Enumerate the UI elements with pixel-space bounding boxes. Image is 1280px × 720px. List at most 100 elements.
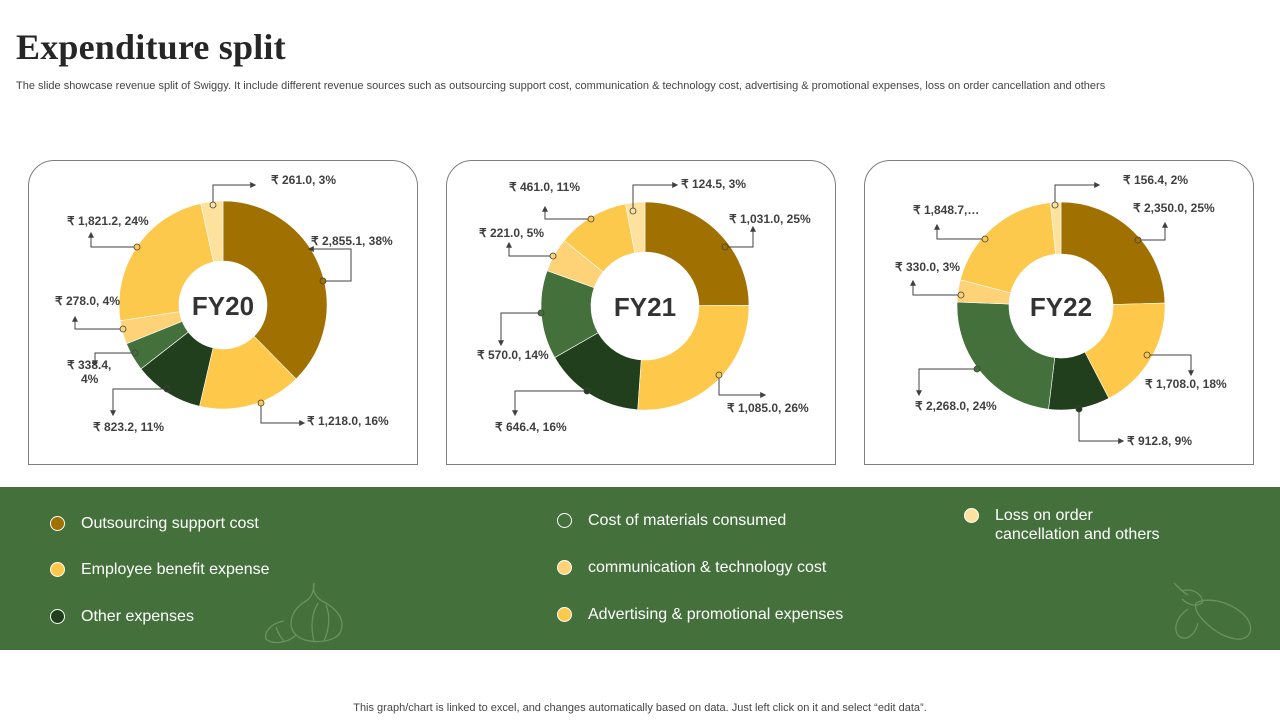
chart-card-fy22[interactable]: FY22 ₹ 2,350.0, 25% ₹ 1,708.0, 18% ₹ 912.8,…	[864, 160, 1254, 465]
data-label-advertising: ₹ 1,821.2, 24%	[67, 214, 149, 228]
donut-center-label: FY21	[614, 292, 676, 322]
legend-item-employee: Employee benefit expense	[50, 560, 270, 579]
data-label-outsourcing: ₹ 2,855.1, 38%	[311, 234, 393, 248]
data-label-materials: ₹ 2,268.0, 24%	[915, 399, 997, 413]
legend-label: Loss on order cancellation and others	[995, 507, 1160, 543]
legend-item-outsourcing: Outsourcing support cost	[50, 514, 259, 533]
leader-dot-loss	[209, 201, 217, 209]
donut-slice-loss	[200, 200, 224, 263]
legend-swatch-materials	[557, 513, 572, 528]
leader-dot-materials	[973, 365, 981, 373]
leader-line-other	[110, 388, 167, 417]
legend-item-communication: communication & technology cost	[557, 558, 826, 577]
legend-label: Advertising & promotional expenses	[588, 606, 844, 623]
leader-line-outsourcing	[1138, 221, 1168, 241]
data-label-advertising: ₹ 461.0, 11%	[509, 180, 580, 194]
leader-dot-communication	[549, 252, 557, 260]
legend-item-advertising: Advertising & promotional expenses	[557, 605, 843, 624]
leader-line-advertising	[88, 231, 137, 248]
leader-dot-employee	[715, 371, 723, 379]
leader-dot-communication	[957, 291, 965, 299]
leader-line-loss	[212, 182, 257, 205]
data-label-employee: ₹ 1,218.0, 16%	[307, 414, 389, 428]
leader-dot-outsourcing	[721, 243, 729, 251]
garlic-icon	[265, 582, 343, 644]
leader-dot-other	[1075, 405, 1083, 413]
legend-swatch-communication	[557, 560, 572, 575]
legend-label: Other expenses	[81, 608, 194, 625]
data-label-outsourcing: ₹ 1,031.0, 25%	[729, 212, 811, 226]
leader-line-loss	[1054, 182, 1101, 205]
data-label-employee: ₹ 1,085.0, 26%	[727, 401, 809, 415]
leader-dot-loss	[1051, 201, 1059, 209]
leader-line-communication	[72, 315, 123, 330]
leader-dot-communication	[119, 325, 127, 333]
data-label-advertising: ₹ 1,848.7,…	[913, 203, 979, 217]
legend-swatch-outsourcing	[50, 516, 65, 531]
donut-chart-fy20[interactable]: FY20 ₹ 2,855.1, 38% ₹ 1,218.0, 16% ₹ 823.2,…	[29, 161, 419, 466]
donut-slice-employee	[637, 305, 750, 411]
chart-card-fy20[interactable]: FY20 ₹ 2,855.1, 38% ₹ 1,218.0, 16% ₹ 823.2,…	[28, 160, 418, 465]
donut-slice-outsourcing	[222, 200, 328, 380]
data-label-communication: ₹ 278.0, 4%	[55, 294, 120, 308]
data-label-loss: ₹ 261.0, 3%	[271, 173, 336, 187]
leader-dot-advertising	[133, 243, 141, 251]
leader-dot-advertising	[981, 235, 989, 243]
leader-line-materials	[916, 368, 977, 397]
legend-label: Outsourcing support cost	[81, 515, 259, 532]
leader-dot-outsourcing	[319, 277, 327, 285]
data-label-loss: ₹ 156.4, 2%	[1123, 173, 1188, 187]
legend-item-other: Other expenses	[50, 607, 194, 626]
legend-label: communication & technology cost	[588, 559, 827, 576]
data-label-communication: ₹ 221.0, 5%	[479, 226, 544, 240]
chart-card-fy21[interactable]: FY21 ₹ 1,031.0, 25% ₹ 1,085.0, 26% ₹ 646.4,…	[446, 160, 836, 465]
leader-dot-employee	[257, 399, 265, 407]
legend-item-materials: Cost of materials consumed	[557, 511, 786, 530]
leader-line-materials	[498, 312, 541, 347]
donut-center-label: FY22	[1030, 292, 1092, 322]
legend-label: Cost of materials consumed	[588, 512, 787, 529]
leader-line-materials	[92, 352, 135, 367]
leader-dot-advertising	[587, 215, 595, 223]
leader-line-advertising	[542, 205, 591, 220]
donut-slice-advertising	[118, 203, 214, 322]
data-label-employee: ₹ 1,708.0, 18%	[1145, 377, 1227, 391]
data-label-materials: ₹ 338.4, 4%	[67, 358, 111, 386]
legend-swatch-employee	[50, 562, 65, 577]
donut-chart-fy22[interactable]: FY22 ₹ 2,350.0, 25% ₹ 1,708.0, 18% ₹ 912.8,…	[865, 161, 1255, 466]
leader-dot-other	[583, 387, 591, 395]
donut-slice-loss	[625, 201, 646, 254]
data-label-loss: ₹ 124.5, 3%	[681, 177, 746, 191]
leader-line-employee	[260, 403, 306, 426]
donut-slice-materials	[956, 301, 1056, 410]
data-label-materials: ₹ 570.0, 14%	[477, 348, 549, 362]
leader-line-loss	[632, 182, 679, 211]
page-title: Expenditure split	[16, 27, 286, 67]
leader-line-employee	[1147, 354, 1194, 377]
data-label-other: ₹ 912.8, 9%	[1127, 434, 1192, 448]
leader-dot-loss	[629, 207, 637, 215]
leader-dot-other	[163, 385, 171, 393]
leader-line-communication	[506, 241, 553, 257]
donut-chart-fy21[interactable]: FY21 ₹ 1,031.0, 25% ₹ 1,085.0, 26% ₹ 646.4,…	[447, 161, 837, 466]
legend-label: Employee benefit expense	[81, 561, 270, 578]
leader-line-communication	[910, 279, 961, 296]
leader-dot-outsourcing	[1134, 236, 1142, 244]
donut-slice-outsourcing	[644, 201, 750, 306]
legend-swatch-other	[50, 609, 65, 624]
data-label-outsourcing: ₹ 2,350.0, 25%	[1133, 201, 1215, 215]
eggplant-icon	[1173, 582, 1252, 640]
leader-dot-materials	[131, 349, 139, 357]
leader-line-advertising	[934, 223, 985, 240]
legend-panel: Outsourcing support cost Employee benefi…	[0, 487, 1280, 650]
legend-swatch-advertising	[557, 607, 572, 622]
legend-swatch-loss	[964, 508, 979, 523]
leader-line-other	[512, 390, 587, 417]
leader-line-other	[1078, 409, 1125, 444]
data-label-communication: ₹ 330.0, 3%	[895, 260, 960, 274]
leader-line-outsourcing	[307, 246, 352, 282]
legend-item-loss: Loss on order cancellation and others	[964, 506, 1164, 544]
leader-line-outsourcing	[725, 225, 756, 248]
footer-note: This graph/chart is linked to excel, and…	[353, 702, 927, 714]
leader-line-employee	[718, 375, 767, 398]
